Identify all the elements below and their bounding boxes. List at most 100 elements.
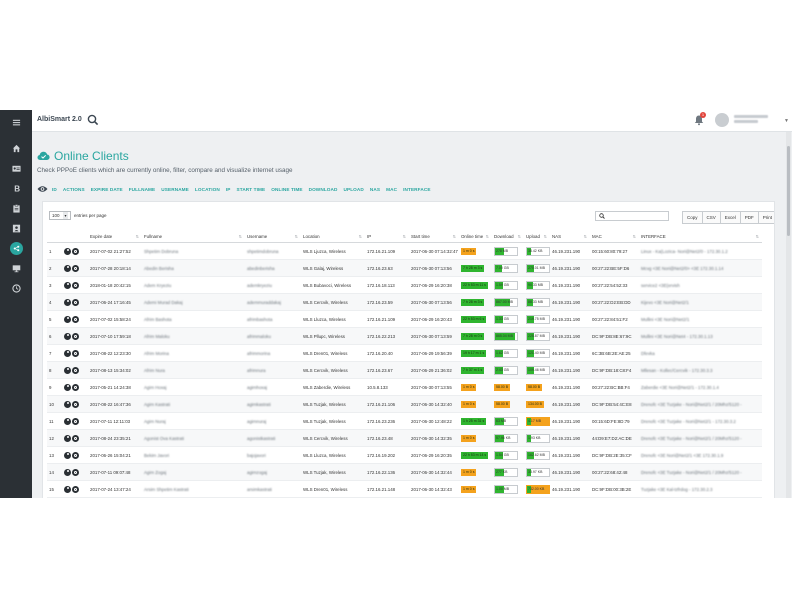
toggle-expire-date[interactable]: EXPIRE DATE	[90, 186, 123, 192]
pdf-button[interactable]: PDF	[739, 211, 759, 224]
col-header-interface[interactable]: INTERFACE ⇅	[639, 230, 762, 243]
contact-icon[interactable]	[0, 218, 32, 238]
user-profile-icon[interactable]	[64, 417, 71, 425]
id-card-icon[interactable]	[0, 158, 32, 178]
table-row[interactable]: 4 2017-06-24 17:16:45 Ademi Murad Dakaj ade…	[47, 293, 762, 311]
user-profile-icon[interactable]	[64, 468, 71, 476]
cell-ip: 172.16.23.59	[365, 293, 409, 311]
chevron-down-icon[interactable]: ▼	[784, 118, 789, 124]
col-header-username[interactable]: Username ⇅	[245, 230, 301, 243]
toggle-location[interactable]: LOCATION	[194, 186, 220, 192]
user-profile-icon[interactable]	[64, 383, 71, 391]
copy-button[interactable]: Copy	[682, 211, 703, 224]
disconnect-icon[interactable]	[72, 247, 79, 255]
col-header-id[interactable]	[47, 230, 62, 243]
home-icon[interactable]	[0, 138, 32, 158]
disconnect-icon[interactable]	[72, 417, 79, 425]
table-row[interactable]: 2 2017-07-28 20:18:14 Abedin Berisha abedin…	[47, 259, 762, 277]
table-row[interactable]: 8 2017-08-13 15:34:02 Afrim Nura afrimnura W…	[47, 361, 762, 379]
monitor-icon[interactable]	[0, 258, 32, 278]
disconnect-icon[interactable]	[72, 332, 79, 340]
table-row[interactable]: 6 2017-07-10 17:59:18 Afrim Maloku afrimmal…	[47, 327, 762, 345]
toggle-username[interactable]: USERNAME	[161, 186, 189, 192]
disconnect-icon[interactable]	[72, 400, 79, 408]
user-profile-icon[interactable]	[64, 434, 71, 442]
user-profile-icon[interactable]	[64, 264, 71, 272]
disconnect-icon[interactable]	[72, 281, 79, 289]
disconnect-icon[interactable]	[72, 383, 79, 391]
print-button[interactable]: Print	[757, 211, 774, 224]
user-profile-icon[interactable]	[64, 332, 71, 340]
page-length-select[interactable]: 100 ▾	[49, 211, 71, 220]
col-header-upload[interactable]: Upload ⇅	[524, 230, 550, 243]
share-icon[interactable]	[0, 238, 32, 258]
menu-toggle-icon[interactable]	[0, 112, 32, 132]
user-profile-icon[interactable]	[64, 281, 71, 289]
user-profile-icon[interactable]	[64, 298, 71, 306]
app-brand[interactable]: AlbiSmart 2.0	[37, 116, 82, 123]
col-header-expire[interactable]: Expire date ⇅	[88, 230, 142, 243]
col-header-ip[interactable]: IP ⇅	[365, 230, 409, 243]
upload-bar: 225.87 MB	[526, 331, 550, 341]
col-header-mac[interactable]: MAC ⇅	[590, 230, 639, 243]
user-profile-icon[interactable]	[64, 349, 71, 357]
col-header-download[interactable]: Download ⇅	[492, 230, 524, 243]
user-profile-icon[interactable]	[64, 247, 71, 255]
user-profile-icon[interactable]	[64, 315, 71, 323]
user-profile-icon[interactable]	[64, 366, 71, 374]
table-row[interactable]: 13 2017-06-26 15:04:21 Bekim Javori bajojav…	[47, 446, 762, 464]
table-row[interactable]: 3 2018-01-18 20:42:15 Adem Kryeziu ademkrye…	[47, 276, 762, 294]
col-header-nas[interactable]: NAS ⇅	[550, 230, 590, 243]
table-row[interactable]: 11 2017-07-11 12:11:03 Agim Nuraj agimnuraj…	[47, 412, 762, 430]
avatar[interactable]	[715, 113, 729, 127]
toggle-mac[interactable]: MAC	[386, 186, 398, 192]
toggle-id[interactable]: ID	[52, 186, 57, 192]
table-row[interactable]: 14 2017-07-11 09:07:48 Agim Zogaj agimzogaj…	[47, 463, 762, 481]
page-scrollbar[interactable]	[786, 132, 791, 498]
disconnect-icon[interactable]	[72, 298, 79, 306]
col-header-online[interactable]: Online time ⇅	[459, 230, 492, 243]
disconnect-icon[interactable]	[72, 264, 79, 272]
billing-icon[interactable]: B	[0, 178, 32, 198]
col-header-actions[interactable]	[62, 230, 88, 243]
clock-icon[interactable]	[0, 278, 32, 298]
clipboard-icon[interactable]	[0, 198, 32, 218]
toggle-fullname[interactable]: FULLNAME	[128, 186, 156, 192]
col-header-fullname[interactable]: Fullname ⇅	[142, 230, 245, 243]
search-icon[interactable]	[87, 114, 99, 126]
toggle-interface[interactable]: INTERFACE	[403, 186, 431, 192]
disconnect-icon[interactable]	[72, 349, 79, 357]
toggle-actions[interactable]: ACTIONS	[62, 186, 85, 192]
toggle-start-time[interactable]: START TIME	[236, 186, 266, 192]
toggle-download[interactable]: DOWNLOAD	[308, 186, 338, 192]
toggle-upload[interactable]: UPLOAD	[343, 186, 364, 192]
eye-icon[interactable]	[37, 185, 48, 193]
disconnect-icon[interactable]	[72, 468, 79, 476]
search-input[interactable]	[595, 211, 669, 221]
toggle-nas[interactable]: NAS	[369, 186, 381, 192]
table-row[interactable]: 1 2017-07-02 21:27:52 Shpetim Dobruna shpet…	[47, 242, 762, 260]
download-bar: 278 MB	[494, 246, 518, 256]
upload-bar-fill	[527, 349, 534, 357]
user-info[interactable]	[734, 115, 768, 125]
excel-button[interactable]: Excel	[719, 211, 741, 224]
disconnect-icon[interactable]	[72, 485, 79, 493]
col-header-start[interactable]: Start time ⇅	[409, 230, 459, 243]
csv-button[interactable]: CSV	[701, 211, 721, 224]
toggle-ip[interactable]: IP	[225, 186, 231, 192]
user-profile-icon[interactable]	[64, 400, 71, 408]
disconnect-icon[interactable]	[72, 315, 79, 323]
disconnect-icon[interactable]	[72, 434, 79, 442]
table-row[interactable]: 10 2017-08-22 16:47:36 Agim Kastrati agimka…	[47, 395, 762, 413]
toggle-online-time[interactable]: ONLINE TIME	[271, 186, 303, 192]
disconnect-icon[interactable]	[72, 366, 79, 374]
table-row[interactable]: 15 2017-07-24 13:47:24 Arsim Shpetim Kastr…	[47, 480, 762, 498]
user-profile-icon[interactable]	[64, 451, 71, 459]
table-row[interactable]: 7 2017-08-22 12:23:30 Afrim Morina afrimmor…	[47, 344, 762, 362]
col-header-location[interactable]: Location ⇅	[301, 230, 365, 243]
table-row[interactable]: 5 2017-07-02 15:58:24 Afrim Bashota afrimba…	[47, 310, 762, 328]
user-profile-icon[interactable]	[64, 485, 71, 493]
table-row[interactable]: 12 2017-08-24 23:35:21 Agonist Ova Kastrat…	[47, 429, 762, 447]
disconnect-icon[interactable]	[72, 451, 79, 459]
table-row[interactable]: 9 2017-05-21 14:24:38 Agim Hoxaj agimhoxaj W…	[47, 378, 762, 396]
